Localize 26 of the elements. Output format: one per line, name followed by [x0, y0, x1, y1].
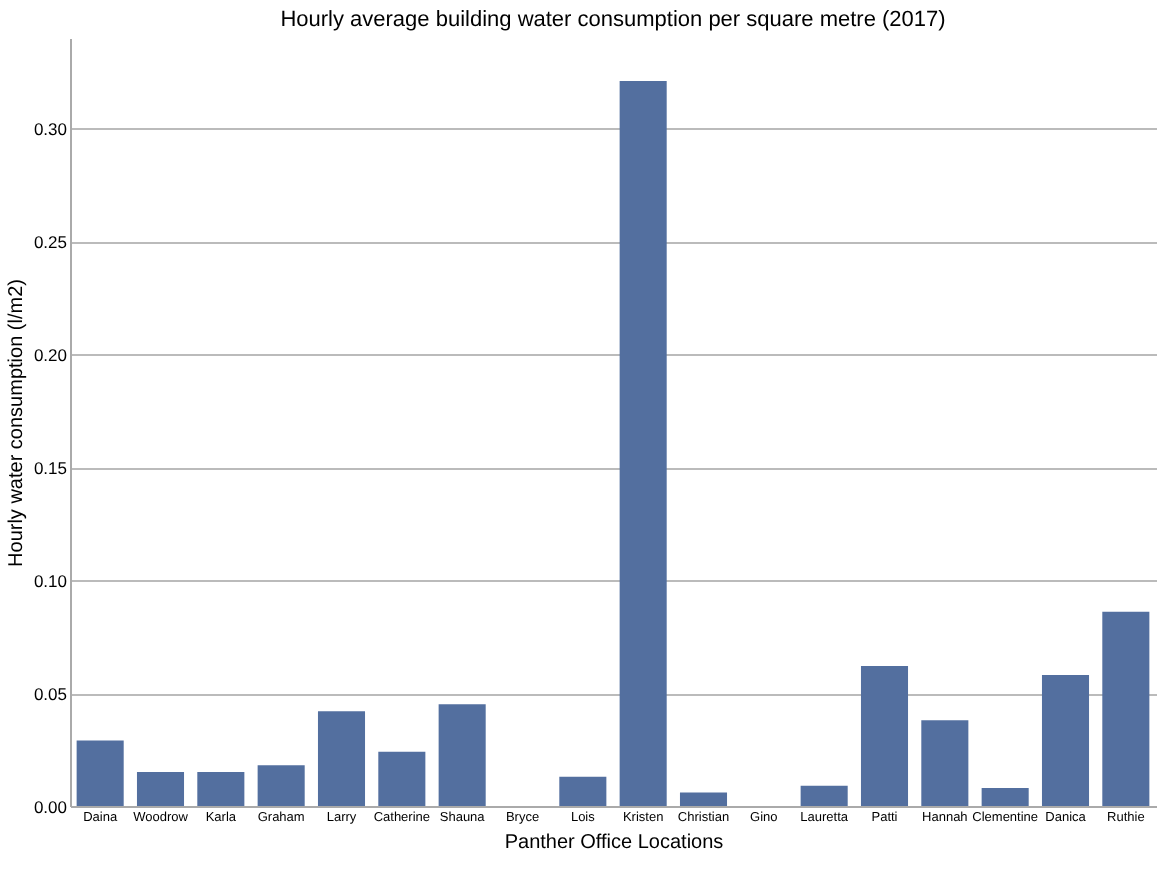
- bar: [981, 787, 1029, 806]
- bar: [860, 665, 909, 806]
- bar: [559, 776, 607, 806]
- bar: [679, 792, 728, 806]
- bar: [378, 751, 426, 806]
- bar: [1102, 611, 1150, 806]
- bar: [76, 740, 124, 806]
- x-axis-title: Panther Office Locations: [504, 832, 724, 854]
- y-tick-label: 0.00: [33, 797, 68, 817]
- bar: [317, 711, 366, 806]
- bar: [800, 785, 848, 806]
- y-axis-title: Hourly water consumption (l/m2): [5, 279, 28, 567]
- y-tick-label: 0.20: [33, 345, 68, 366]
- bar: [197, 772, 245, 806]
- y-tick-label: 0.05: [33, 684, 68, 705]
- y-tick-label: 0.30: [33, 119, 68, 140]
- chart-title: Hourly average building water consumption per square metre (2017): [280, 8, 946, 32]
- y-tick-label: 0.15: [33, 458, 68, 479]
- bar: [619, 80, 667, 806]
- bar: [257, 765, 305, 806]
- y-tick-label: 0.10: [33, 571, 68, 592]
- bar: [921, 720, 969, 806]
- bar: [438, 704, 486, 806]
- bar: [136, 772, 185, 806]
- bar: [1041, 674, 1090, 806]
- y-tick-label: 0.25: [33, 232, 68, 253]
